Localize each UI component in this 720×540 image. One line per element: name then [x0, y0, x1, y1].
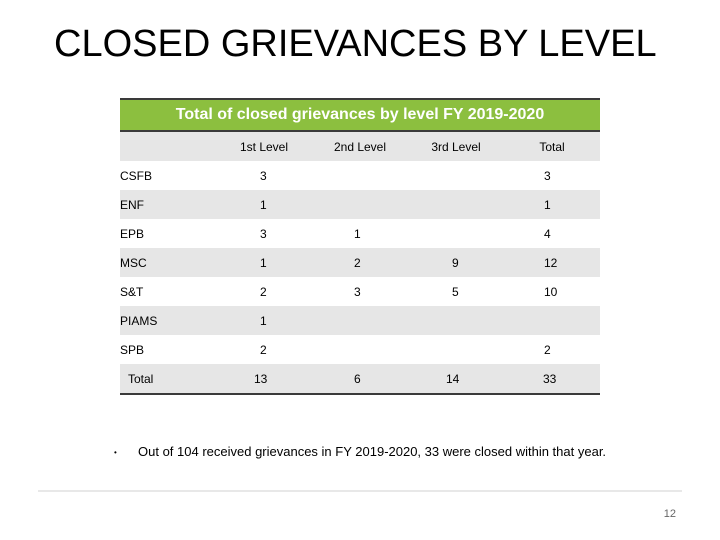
total-total: 33 [504, 364, 600, 395]
cell-1st-level: 3 [260, 226, 267, 241]
table-row: PIAMS 1 [120, 306, 600, 335]
total-1st-level: 13 [216, 364, 312, 395]
row-label: SPB [120, 342, 145, 357]
row-label: CSFB [120, 168, 153, 183]
cell-total: 1 [504, 190, 600, 219]
cell-3rd-level [408, 335, 504, 364]
summary-text: Out of 104 received grievances in FY 201… [138, 444, 607, 459]
table-row: CSFB 3 3 [120, 161, 600, 190]
table-row: SPB 2 2 [120, 335, 600, 364]
footer-divider [38, 490, 682, 492]
slide-title: CLOSED GRIEVANCES BY LEVEL [54, 23, 657, 65]
cell-total: 2 [544, 342, 551, 357]
row-label: EPB [120, 226, 145, 241]
table-row: MSC 1 2 9 12 [120, 248, 600, 277]
table-row: S&T 2 3 5 10 [120, 277, 600, 306]
cell-total: 4 [544, 226, 551, 241]
cell-total: 3 [544, 168, 551, 183]
column-header [120, 132, 216, 161]
total-row-label: Total [120, 364, 216, 395]
cell-1st-level: 1 [216, 190, 312, 219]
row-label: S&T [120, 284, 144, 299]
cell-total: 12 [504, 248, 600, 277]
total-2nd-level: 6 [312, 364, 408, 395]
cell-2nd-level [312, 161, 408, 190]
column-header: Total [504, 132, 600, 161]
cell-1st-level: 1 [216, 248, 312, 277]
cell-3rd-level: 5 [452, 284, 459, 299]
cell-2nd-level: 2 [312, 248, 408, 277]
cell-2nd-level: 1 [354, 226, 361, 241]
cell-3rd-level [408, 306, 504, 335]
cell-2nd-level: 3 [354, 284, 361, 299]
summary-bullet: • Out of 104 received grievances in FY 20… [114, 444, 606, 459]
column-header: 3rd Level [408, 132, 504, 161]
row-label: MSC [120, 248, 216, 277]
cell-1st-level: 2 [260, 342, 267, 357]
cell-3rd-level [408, 190, 504, 219]
cell-total: 10 [544, 284, 558, 299]
cell-total [504, 306, 600, 335]
bullet-icon: • [114, 448, 117, 458]
table-title: Total of closed grievances by level FY 2… [120, 98, 600, 132]
row-label: PIAMS [120, 306, 216, 335]
cell-1st-level: 2 [260, 284, 267, 299]
column-header: 2nd Level [312, 132, 408, 161]
grievances-data-table: 1st Level 2nd Level 3rd Level Total CSFB… [120, 132, 600, 395]
cell-3rd-level [408, 219, 504, 248]
grievances-table: Total of closed grievances by level FY 2… [120, 98, 600, 395]
total-row: Total 13 6 14 33 [120, 364, 600, 395]
cell-2nd-level [312, 190, 408, 219]
column-header-row: 1st Level 2nd Level 3rd Level Total [120, 132, 600, 161]
cell-3rd-level: 9 [408, 248, 504, 277]
table-row: EPB 3 1 4 [120, 219, 600, 248]
page-number: 12 [663, 508, 676, 520]
total-3rd-level: 14 [408, 364, 504, 395]
cell-2nd-level [312, 335, 408, 364]
cell-3rd-level [408, 161, 504, 190]
table-row: ENF 1 1 [120, 190, 600, 219]
cell-1st-level: 1 [216, 306, 312, 335]
row-label: ENF [120, 190, 216, 219]
cell-1st-level: 3 [260, 168, 267, 183]
cell-2nd-level [312, 306, 408, 335]
column-header: 1st Level [216, 132, 312, 161]
